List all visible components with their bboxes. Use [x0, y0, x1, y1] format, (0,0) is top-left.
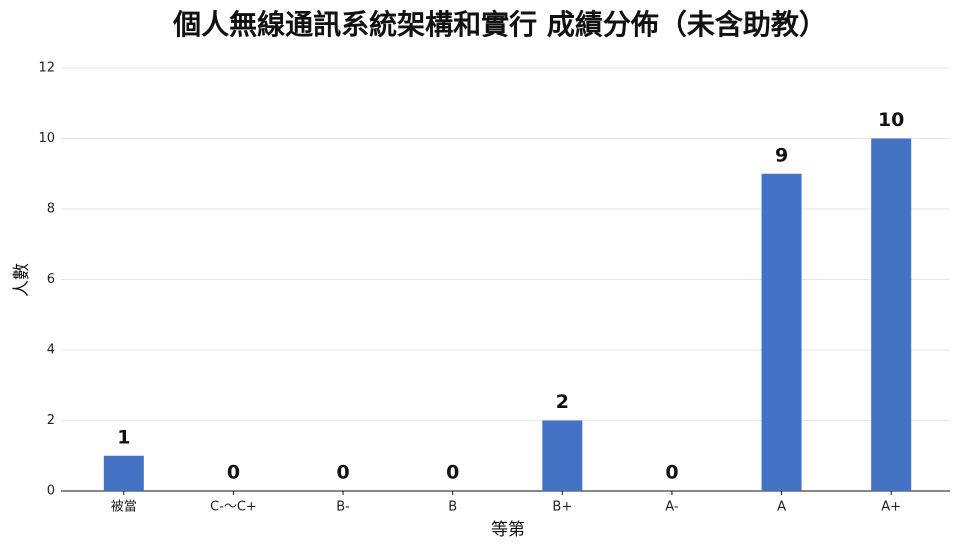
y-tick-label: 10 [38, 131, 55, 146]
x-tick-label: A- [665, 500, 679, 515]
y-tick-label: 4 [47, 343, 55, 358]
bar [871, 138, 912, 491]
chart-title: 個人無線通訊系統架構和實行 成績分佈（未含助教） [172, 8, 827, 41]
x-tick-label: B [448, 500, 457, 515]
y-axis-label: 人數 [12, 263, 32, 297]
value-label: 10 [878, 109, 904, 131]
value-label: 0 [227, 462, 240, 484]
bar [761, 173, 802, 491]
y-tick-label: 2 [47, 413, 55, 428]
y-tick-label: 12 [38, 61, 55, 76]
y-tick-label: 0 [47, 484, 55, 499]
x-tick-label: B- [336, 500, 350, 515]
x-tick-label: C-～C+ [210, 500, 257, 515]
bar [542, 420, 583, 491]
y-tick-label: 6 [47, 272, 55, 287]
x-tick-label: A [777, 500, 786, 515]
x-tick-label: A+ [881, 500, 901, 515]
value-label: 0 [665, 462, 678, 484]
x-axis-label: 等第 [491, 520, 525, 540]
value-label: 1 [117, 426, 130, 448]
x-tick-label: 被當 [111, 500, 137, 515]
bar [103, 455, 144, 491]
value-label: 0 [446, 462, 459, 484]
value-label: 9 [775, 144, 788, 166]
x-tick-label: B+ [552, 500, 572, 515]
value-label: 0 [336, 462, 349, 484]
value-label: 2 [556, 391, 569, 413]
y-tick-label: 8 [47, 202, 55, 217]
